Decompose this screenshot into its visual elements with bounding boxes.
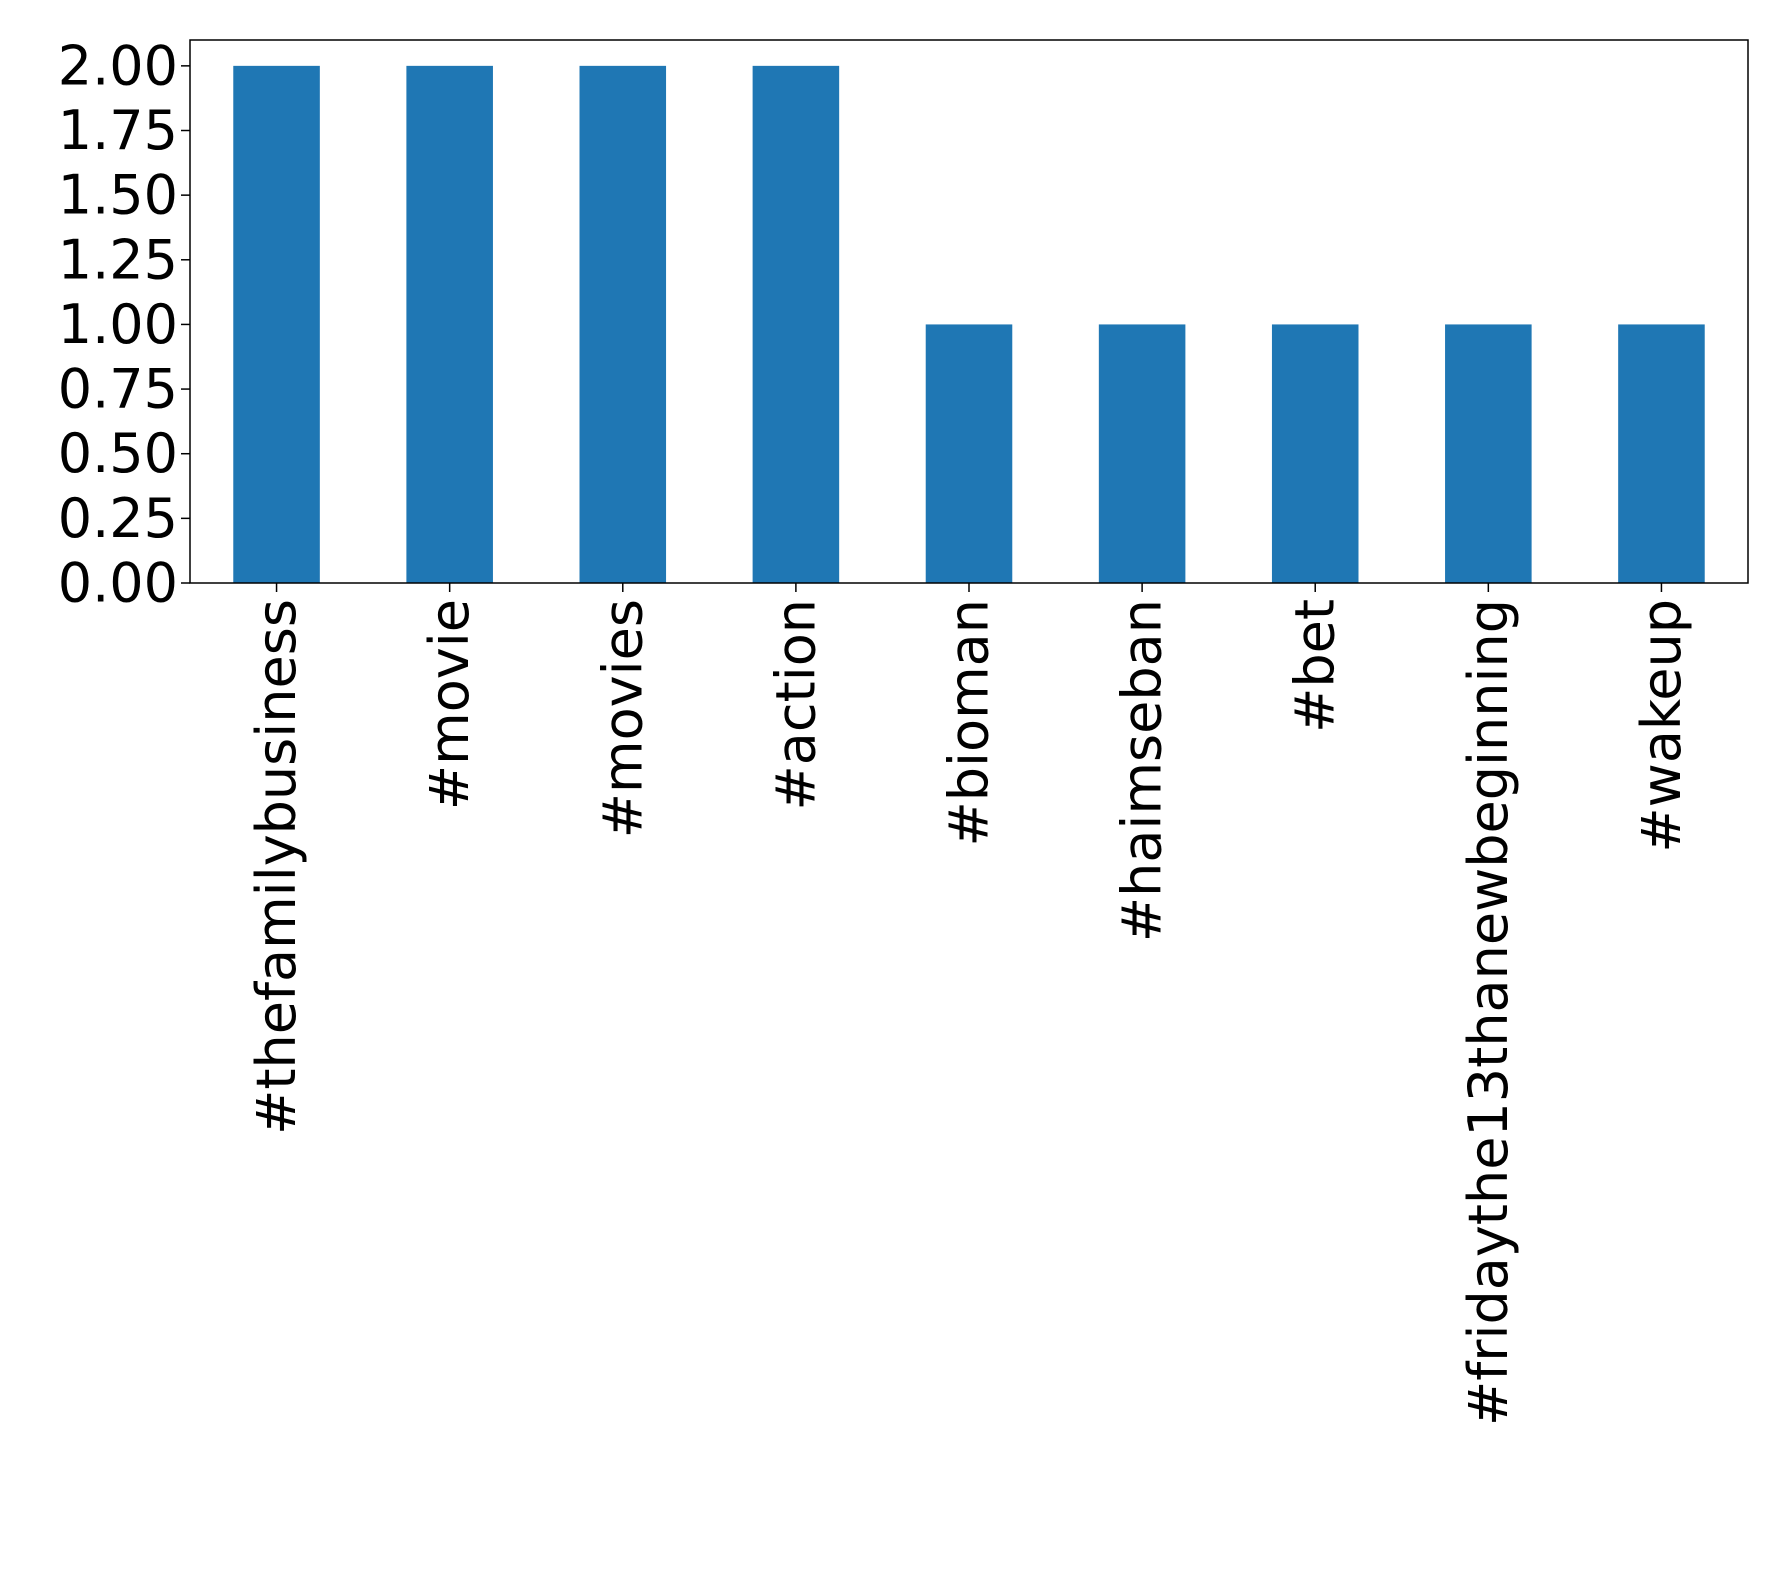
x-tick-label: #thefamilybusiness bbox=[245, 599, 308, 1135]
y-tick-label: 0.00 bbox=[58, 552, 178, 615]
x-tick-label: #wakeup bbox=[1630, 599, 1693, 853]
x-tick-label: #movie bbox=[418, 599, 481, 810]
x-axis: #thefamilybusiness #movie #movies #action #b… bbox=[245, 583, 1693, 1426]
bar-action bbox=[752, 65, 840, 584]
bar-thefamilybusiness bbox=[233, 65, 320, 584]
y-tick-label: 1.75 bbox=[58, 99, 178, 162]
y-tick-label: 0.50 bbox=[58, 422, 178, 485]
bar-movies bbox=[579, 65, 667, 584]
bars-layer bbox=[233, 65, 1705, 584]
y-tick-label: 0.25 bbox=[58, 487, 178, 550]
y-axis: 0.000.250.500.751.001.251.501.752.00 bbox=[58, 34, 190, 615]
bar-fridaythe13thanewbeginning bbox=[1445, 324, 1532, 583]
bar-bioman bbox=[925, 324, 1013, 583]
x-tick-label: #action bbox=[764, 599, 827, 810]
y-tick-label: 0.75 bbox=[58, 358, 178, 421]
x-tick-label: #haimseban bbox=[1111, 599, 1174, 942]
x-tick-label: #fridaythe13thanewbeginning bbox=[1457, 599, 1520, 1426]
bar-bet bbox=[1271, 324, 1359, 583]
bar-movie bbox=[406, 65, 493, 584]
x-tick-label: #movies bbox=[591, 599, 654, 838]
bar-haimseban bbox=[1098, 324, 1186, 583]
x-tick-label: #bet bbox=[1284, 599, 1347, 733]
y-tick-label: 1.25 bbox=[58, 228, 178, 291]
y-tick-label: 2.00 bbox=[58, 34, 178, 97]
y-tick-label: 1.00 bbox=[58, 293, 178, 356]
x-tick-label: #bioman bbox=[938, 599, 1001, 846]
y-tick-label: 1.50 bbox=[58, 164, 178, 227]
bar-wakeup bbox=[1618, 324, 1705, 583]
